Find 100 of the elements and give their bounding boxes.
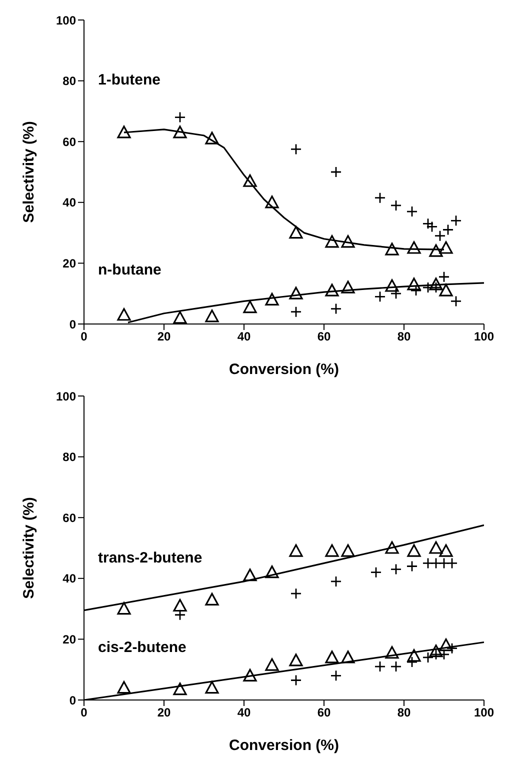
- point: [430, 282, 442, 294]
- point: [290, 588, 302, 600]
- x-tick-label: 60: [317, 706, 331, 720]
- point: [325, 650, 339, 664]
- y-tick-label: 100: [56, 13, 76, 28]
- point: [442, 224, 454, 236]
- y-tick-label: 80: [62, 74, 76, 88]
- point: [438, 648, 450, 660]
- point: [422, 558, 434, 569]
- point: [390, 200, 402, 212]
- y-tick-label: 60: [62, 510, 76, 525]
- point: [438, 558, 450, 569]
- text: 1-butene: [98, 71, 161, 88]
- point: [341, 544, 355, 557]
- point: [407, 544, 421, 557]
- point: [439, 638, 453, 652]
- x-axis-title: Conversion (%): [228, 361, 340, 378]
- point: [330, 166, 342, 178]
- x-tick-label: 20: [157, 330, 171, 344]
- point: [173, 311, 187, 324]
- point: [117, 308, 131, 321]
- point: [341, 235, 355, 248]
- point: [243, 300, 257, 314]
- point: [422, 282, 434, 294]
- point: [265, 658, 279, 671]
- point: [265, 292, 279, 306]
- x-tick-label: 100: [474, 706, 494, 720]
- x-tick-label: 0: [80, 330, 88, 344]
- point: [174, 112, 186, 123]
- point: [173, 682, 187, 696]
- point: [434, 230, 446, 242]
- point: [117, 681, 131, 694]
- point: [439, 241, 453, 254]
- y-tick-label: 40: [62, 572, 76, 586]
- point: [289, 654, 303, 666]
- point: [265, 566, 279, 578]
- y-tick-label: 40: [62, 196, 76, 210]
- point: [439, 284, 453, 296]
- point: [406, 560, 418, 572]
- y-tick-label: 0: [69, 317, 76, 332]
- point: [426, 221, 438, 232]
- point: [407, 241, 421, 254]
- point: [385, 279, 399, 292]
- point: [330, 303, 342, 314]
- y-tick-label: 20: [62, 632, 76, 646]
- point: [243, 668, 257, 682]
- point: [325, 235, 339, 248]
- y-tick-label: 20: [62, 256, 76, 270]
- text: n-butane: [98, 261, 162, 278]
- point: [289, 544, 303, 557]
- point: [173, 126, 187, 138]
- point: [439, 544, 453, 557]
- series-label: cis-2-butene: [98, 639, 186, 656]
- point: [385, 646, 399, 659]
- point: [341, 650, 355, 664]
- point: [290, 144, 302, 155]
- point: [289, 286, 303, 300]
- point: [438, 271, 450, 283]
- x-tick-label: 60: [317, 330, 331, 344]
- y-tick-label: 80: [62, 450, 76, 464]
- point: [290, 306, 302, 318]
- y-tick-label: 100: [56, 389, 76, 404]
- point: [325, 284, 339, 296]
- y-tick-label: 0: [69, 693, 76, 708]
- point: [430, 558, 442, 569]
- point: [330, 670, 342, 682]
- x-tick-label: 20: [157, 706, 171, 720]
- point: [407, 278, 421, 290]
- x-tick-label: 80: [397, 706, 411, 720]
- point: [407, 649, 421, 662]
- point: [446, 642, 458, 654]
- point: [406, 656, 418, 668]
- point: [374, 660, 386, 672]
- point: [385, 541, 399, 554]
- point: [429, 541, 443, 554]
- point: [173, 598, 187, 612]
- point: [450, 214, 462, 226]
- point: [450, 296, 462, 307]
- point: [325, 544, 339, 557]
- point: [243, 174, 257, 187]
- x-tick-label: 0: [80, 706, 88, 720]
- point: [429, 244, 443, 257]
- x-tick-label: 40: [237, 330, 251, 344]
- point: [205, 592, 219, 606]
- point: [205, 310, 219, 322]
- point: [117, 126, 131, 138]
- point: [446, 558, 458, 569]
- point: [205, 132, 219, 144]
- x-axis-title: Conversion (%): [228, 737, 340, 754]
- point: [429, 644, 443, 658]
- point: [289, 226, 303, 239]
- point: [174, 609, 186, 621]
- x-tick-label: 80: [397, 330, 411, 344]
- point: [430, 648, 442, 660]
- x-tick-label: 40: [237, 706, 251, 720]
- point: [385, 242, 399, 256]
- series-label: trans-2-butene: [98, 549, 202, 566]
- point: [265, 196, 279, 208]
- point: [429, 278, 443, 290]
- point: [390, 564, 402, 575]
